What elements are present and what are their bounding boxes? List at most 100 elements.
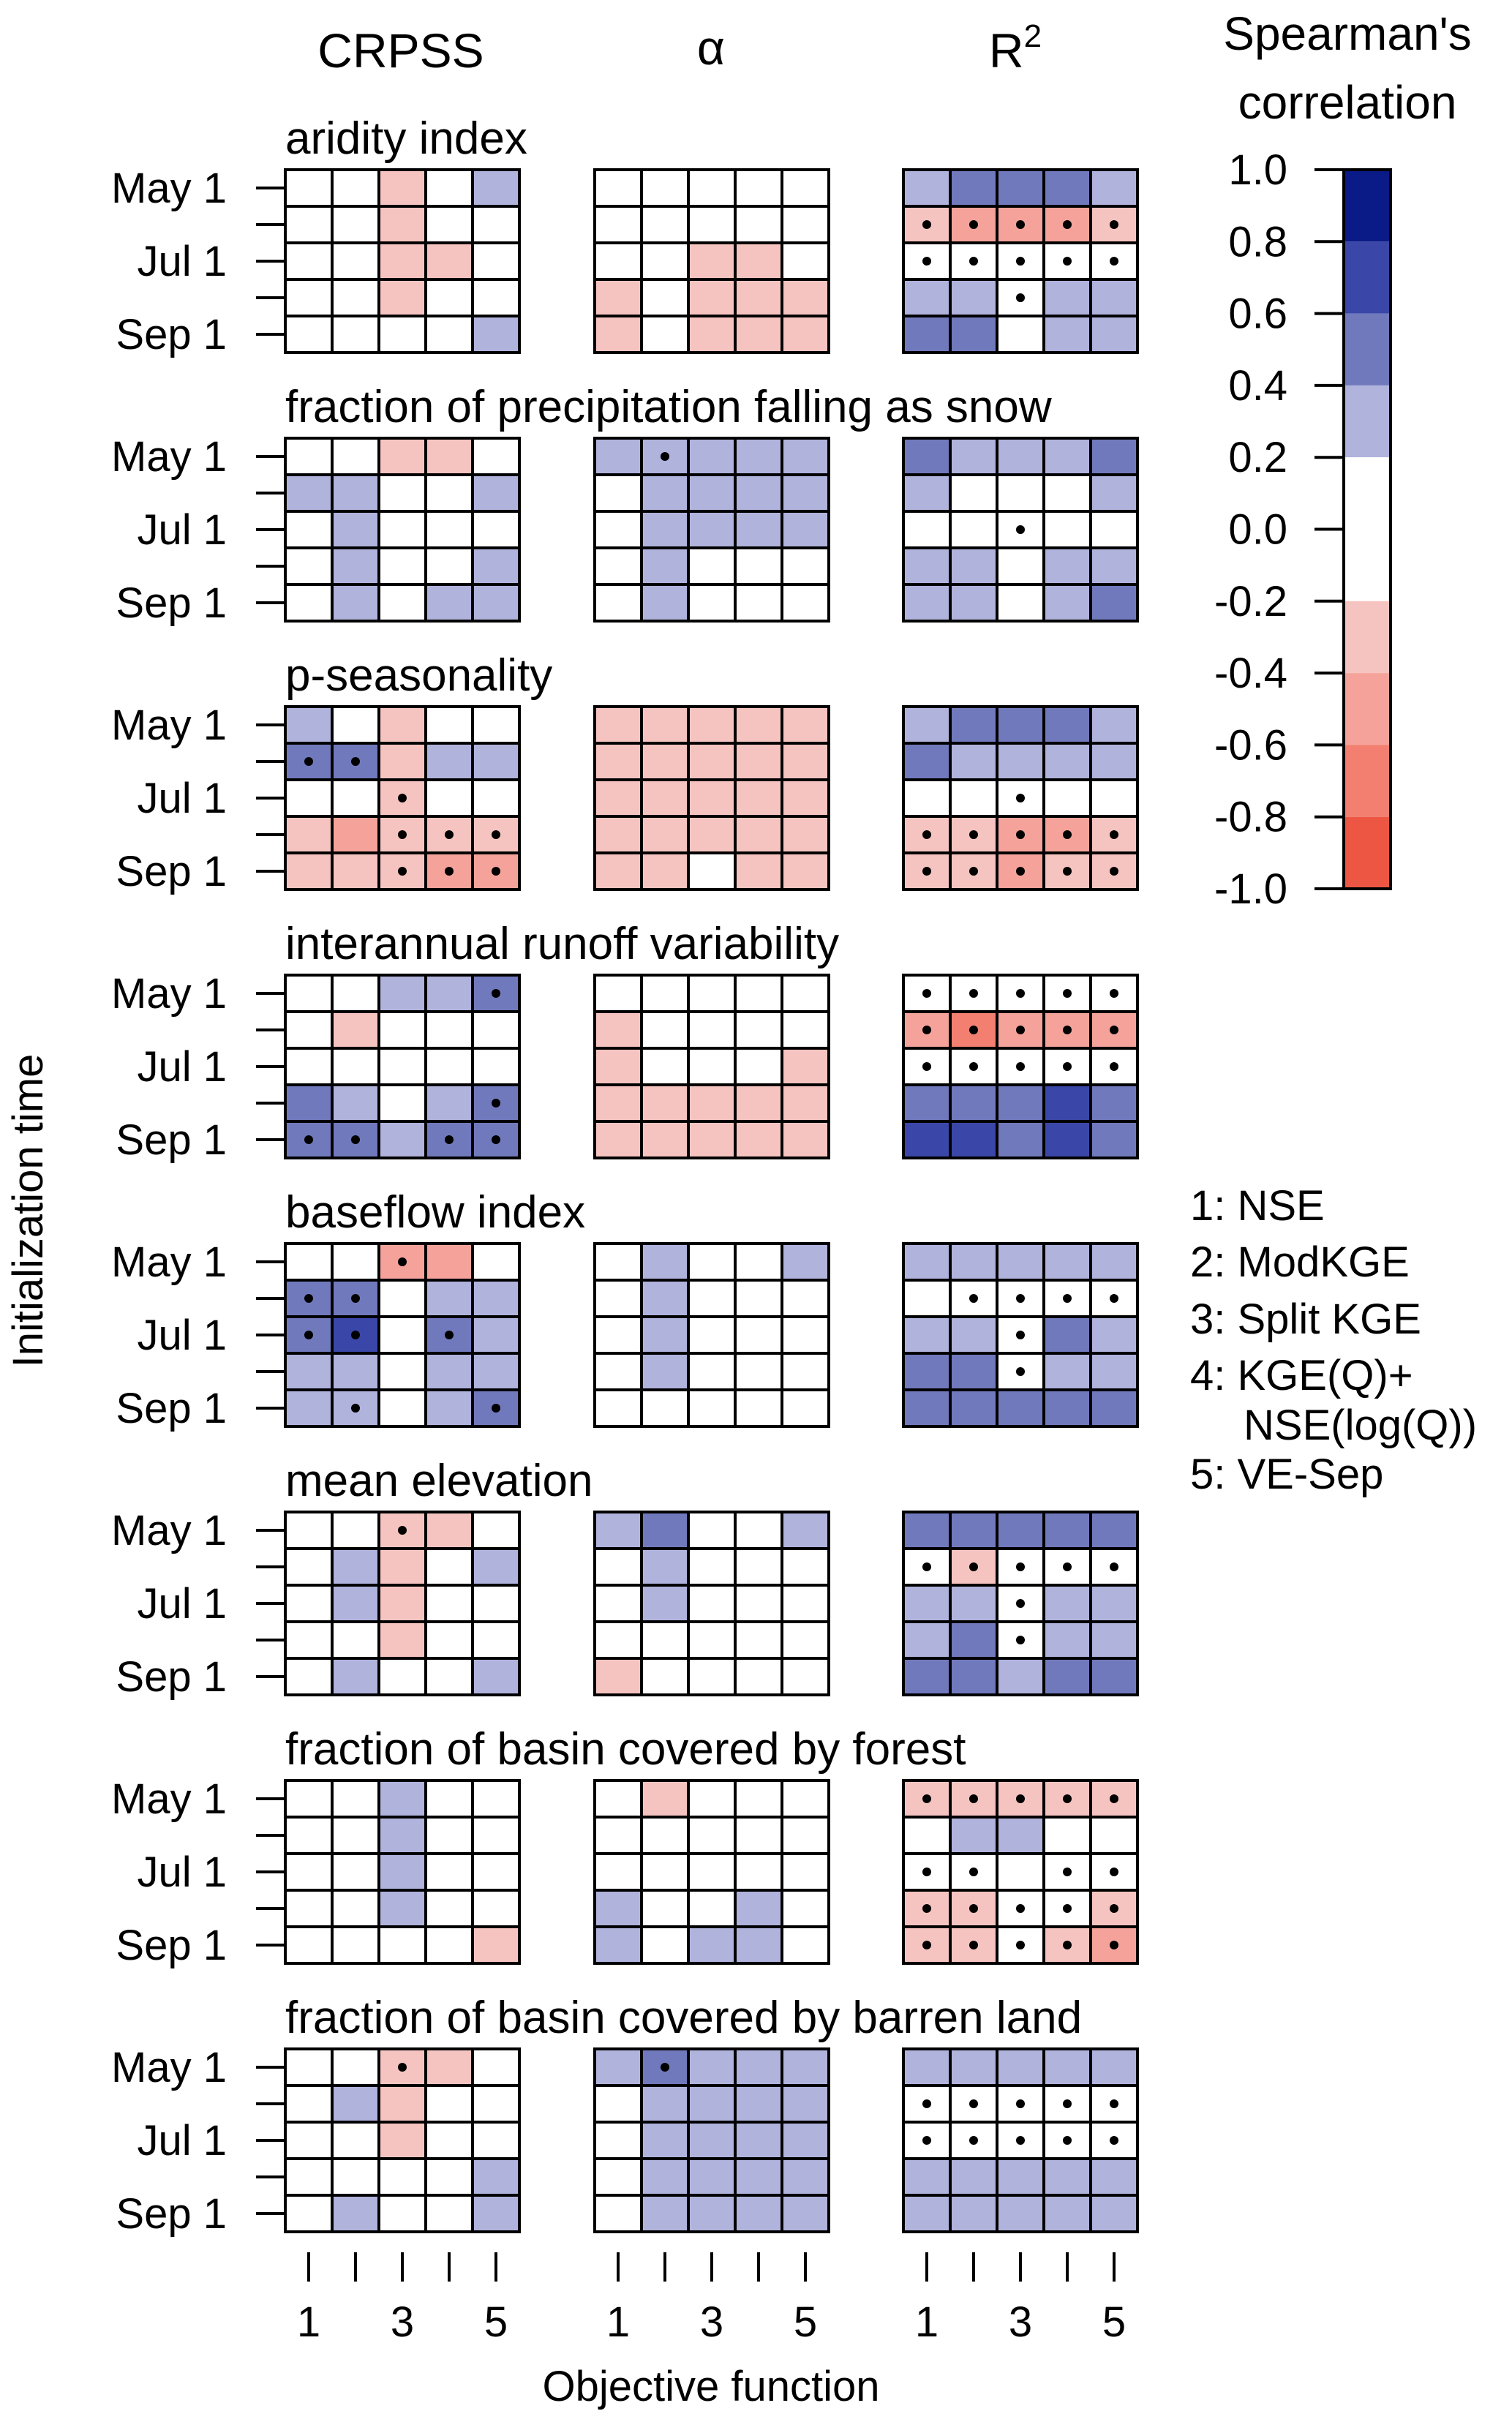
heatmap-cell <box>471 1779 521 1819</box>
significance-dot <box>351 1331 360 1339</box>
significance-dot <box>661 2063 669 2072</box>
heatmap-cell <box>471 1047 521 1086</box>
heatmap-cell <box>1042 1511 1092 1550</box>
heatmap-cell <box>781 1816 830 1855</box>
heatmap-cell <box>687 1779 737 1819</box>
heatmap-cell <box>902 315 952 354</box>
significance-dot <box>922 2099 931 2108</box>
heatmap-cell <box>996 705 1045 745</box>
y-tick-label: May 1 <box>111 2044 227 2091</box>
heatmap-cell <box>781 1242 830 1282</box>
heatmap-cell <box>593 278 643 317</box>
significance-dot <box>351 1404 360 1413</box>
heatmap-cell <box>331 1242 380 1282</box>
significance-dot <box>1110 830 1118 839</box>
legend-item-5: 5: VE-Sep <box>1190 1451 1383 1498</box>
heatmap-cell <box>284 437 334 476</box>
heatmap-cell <box>331 815 380 854</box>
heatmap-cell <box>593 851 643 891</box>
significance-dot <box>1110 989 1118 998</box>
heatmap-cell <box>593 742 643 781</box>
heatmap-cell <box>781 1315 830 1355</box>
heatmap-cell <box>781 1547 830 1587</box>
heatmap-cell <box>284 1889 334 1928</box>
y-tick-label: May 1 <box>111 1507 227 1554</box>
significance-dot <box>1016 1599 1025 1608</box>
heatmap-cell <box>996 1816 1045 1855</box>
significance-dot <box>304 1135 313 1144</box>
heatmap-cell <box>640 546 690 586</box>
heatmap-cell <box>996 2047 1045 2087</box>
heatmap-cell <box>781 815 830 854</box>
significance-dot <box>969 1026 978 1034</box>
heatmap-cell <box>471 1010 521 1050</box>
heatmap-cell <box>471 437 521 476</box>
heatmap-cell <box>781 1779 830 1819</box>
heatmap-cell <box>424 778 474 818</box>
crpss-grid <box>284 437 521 623</box>
heatmap-cell <box>781 437 830 476</box>
significance-dot <box>1016 1331 1025 1339</box>
heatmap-cell <box>331 2157 380 2197</box>
heatmap-cell <box>640 2121 690 2160</box>
heatmap-cell <box>424 2084 474 2124</box>
colorbar-swatches <box>1342 168 1392 890</box>
x-tick-label: 1 <box>606 2298 630 2346</box>
heatmap-cell <box>1089 168 1139 208</box>
legend-item-2: 2: ModKGE <box>1190 1238 1410 1286</box>
significance-dot <box>398 867 407 876</box>
heatmap-cell <box>734 1584 783 1623</box>
significance-dot <box>969 1794 978 1803</box>
heatmap-cell <box>640 778 690 818</box>
significance-dot <box>1063 830 1072 839</box>
significance-dot <box>445 1331 454 1339</box>
heatmap-cell <box>471 583 521 623</box>
heatmap-cell <box>424 705 474 745</box>
heatmap-cell <box>1042 168 1092 208</box>
heatmap-cell <box>593 2194 643 2233</box>
legend-item-1: 1: NSE <box>1190 1182 1325 1230</box>
heatmap-cell <box>593 2157 643 2197</box>
heatmap-cell <box>377 1010 427 1050</box>
heatmap-cell <box>424 2121 474 2160</box>
heatmap-cell <box>471 473 521 513</box>
heatmap-cell <box>734 1852 783 1892</box>
heatmap-cell <box>424 1925 474 1965</box>
significance-dot <box>304 757 313 766</box>
significance-dot <box>304 1331 313 1339</box>
x-tick-label: 1 <box>297 2298 320 2346</box>
heatmap-cell <box>949 2157 998 2197</box>
heatmap-cell <box>996 546 1045 586</box>
heatmap-cell <box>284 1511 334 1550</box>
significance-dot <box>922 1062 931 1071</box>
heatmap-cell <box>331 778 380 818</box>
alpha-grid <box>593 705 830 891</box>
heatmap-cell <box>640 815 690 854</box>
colorbar-tick-label: 1.0 <box>1228 146 1287 194</box>
x-tick-label: 1 <box>915 2298 939 2346</box>
significance-dot <box>1110 1294 1118 1303</box>
heatmap-cell <box>640 1047 690 1086</box>
heatmap-cell <box>687 1315 737 1355</box>
colorbar-tick-label: -1.0 <box>1214 865 1287 913</box>
heatmap-cell <box>1089 1242 1139 1282</box>
significance-dot <box>969 1562 978 1571</box>
heatmap-cell <box>593 2084 643 2124</box>
heatmap-cell <box>949 437 998 476</box>
significance-dot <box>1110 1868 1118 1876</box>
significance-dot <box>445 830 454 839</box>
significance-dot <box>492 1404 500 1413</box>
heatmap-cell <box>640 315 690 354</box>
heatmap-cell <box>687 437 737 476</box>
x-tick-label: 5 <box>484 2298 508 2346</box>
heatmap-cell <box>902 778 952 818</box>
heatmap-cell <box>781 2047 830 2087</box>
heatmap-cell <box>687 1279 737 1318</box>
y-axis: May 1 Jul 1 Sep 1 <box>111 433 285 627</box>
y-tick-label: May 1 <box>111 1775 227 1823</box>
heatmap-cell <box>781 583 830 623</box>
heatmap-cell <box>687 315 737 354</box>
heatmap-cell <box>284 1547 334 1587</box>
heatmap-cell <box>377 278 427 317</box>
heatmap-cell <box>284 241 334 281</box>
